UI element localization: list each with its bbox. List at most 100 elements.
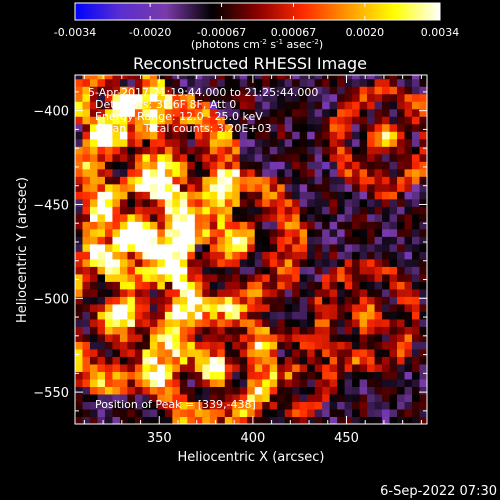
heatmap-cell [307, 86, 316, 95]
heatmap-cell [292, 198, 301, 207]
heatmap-cell [209, 123, 218, 132]
heatmap-cell [247, 363, 256, 372]
heatmap-cell [299, 303, 308, 312]
heatmap-cell [75, 93, 83, 102]
heatmap-cell [97, 288, 106, 297]
heatmap-cell [284, 273, 293, 282]
heatmap-cell [404, 281, 413, 290]
heatmap-cell [337, 311, 346, 320]
heatmap-cell [112, 363, 121, 372]
heatmap-cell [157, 341, 166, 350]
heatmap-cell [299, 86, 308, 95]
heatmap-cell [262, 288, 271, 297]
heatmap-cell [322, 378, 331, 387]
heatmap-cell [284, 108, 293, 117]
heatmap-cell [374, 138, 383, 147]
heatmap-cell [352, 416, 361, 424]
heatmap-cell [104, 101, 113, 110]
heatmap-cell [359, 153, 368, 162]
heatmap-cell [127, 93, 136, 102]
heatmap-cell [97, 78, 106, 87]
heatmap-cell [104, 356, 113, 365]
heatmap-cell [224, 378, 233, 387]
heatmap-cell [232, 378, 241, 387]
heatmap-cell [187, 378, 196, 387]
heatmap-cell [359, 146, 368, 155]
heatmap-cell [209, 341, 218, 350]
heatmap-cell [299, 273, 308, 282]
heatmap-cell [187, 318, 196, 327]
heatmap-cell [299, 168, 308, 177]
heatmap-cell [149, 206, 158, 215]
heatmap-cell [187, 273, 196, 282]
heatmap-cell [172, 311, 181, 320]
heatmap-cell [112, 236, 121, 245]
heatmap-cell [217, 183, 226, 192]
heatmap-cell [314, 341, 323, 350]
heatmap-cell [119, 176, 128, 185]
heatmap-cell [157, 138, 166, 147]
heatmap-cell [194, 176, 203, 185]
heatmap-cell [262, 153, 271, 162]
heatmap-cell [292, 303, 301, 312]
heatmap-cell [142, 348, 151, 357]
heatmap-cell [187, 146, 196, 155]
heatmap-cell [217, 153, 226, 162]
heatmap-cell [374, 228, 383, 237]
heatmap-cell [239, 183, 248, 192]
heatmap-cell [337, 326, 346, 335]
heatmap-cell [374, 221, 383, 230]
heatmap-cell [254, 86, 263, 95]
heatmap-cell [179, 266, 188, 275]
heatmap-cell [322, 161, 331, 170]
heatmap-cell [397, 386, 406, 395]
heatmap-cell [202, 258, 211, 267]
heatmap-cell [104, 288, 113, 297]
heatmap-cell [277, 401, 286, 410]
heatmap-cell [367, 93, 376, 102]
heatmap-cell [412, 93, 421, 102]
heatmap-cell [112, 371, 121, 380]
heatmap-cell [299, 243, 308, 252]
heatmap-cell [119, 161, 128, 170]
heatmap-cell [247, 258, 256, 267]
heatmap-cell [329, 311, 338, 320]
heatmap-cell [134, 281, 143, 290]
heatmap-cell [352, 378, 361, 387]
heatmap-cell [389, 401, 398, 410]
colorbar-tick-label: 0.00067 [271, 26, 317, 39]
heatmap-cell [284, 153, 293, 162]
heatmap-cell [217, 401, 226, 410]
heatmap-cell [269, 191, 278, 200]
heatmap-cell [209, 258, 218, 267]
heatmap-cell [217, 221, 226, 230]
heatmap-cell [119, 318, 128, 327]
heatmap-cell [157, 198, 166, 207]
heatmap-cell [269, 213, 278, 222]
heatmap-cell [412, 108, 421, 117]
heatmap-cell [172, 258, 181, 267]
heatmap-cell [119, 393, 128, 402]
heatmap-cell [367, 341, 376, 350]
heatmap-cell [352, 228, 361, 237]
heatmap-cell [194, 288, 203, 297]
heatmap-cell [232, 311, 241, 320]
heatmap-cell [149, 146, 158, 155]
heatmap-cell [194, 363, 203, 372]
heatmap-cell [359, 213, 368, 222]
heatmap-cell [149, 288, 158, 297]
heatmap-cell [239, 78, 248, 87]
heatmap-cell [262, 183, 271, 192]
heatmap-cell [412, 243, 421, 252]
heatmap-cell [322, 386, 331, 395]
heatmap-cell [157, 251, 166, 260]
heatmap-cell [314, 78, 323, 87]
heatmap-cell [344, 371, 353, 380]
heatmap-cell [179, 161, 188, 170]
heatmap-cell [239, 138, 248, 147]
heatmap-cell [149, 356, 158, 365]
heatmap-cell [157, 386, 166, 395]
heatmap-cell [239, 251, 248, 260]
heatmap-cell [367, 408, 376, 417]
heatmap-cell [299, 386, 308, 395]
